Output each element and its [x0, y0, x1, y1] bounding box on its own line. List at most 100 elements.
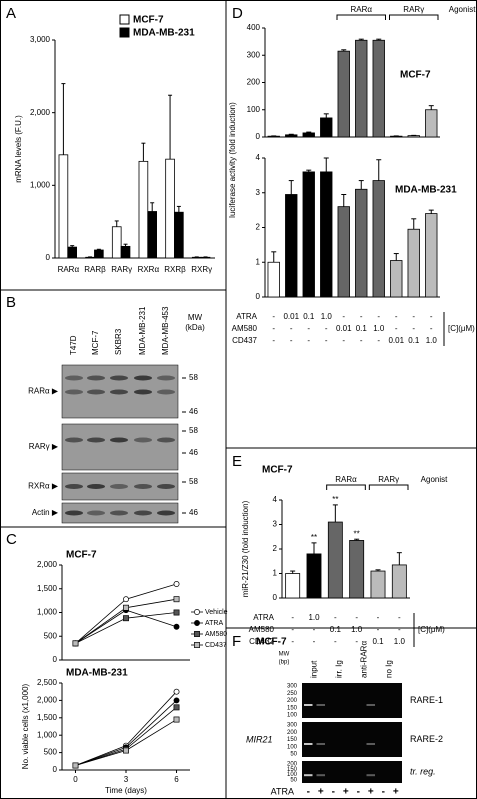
- band: [134, 484, 152, 489]
- treatment-value: 1.0: [426, 336, 438, 345]
- bracket: [326, 484, 366, 490]
- bar: [267, 261, 280, 298]
- band: [134, 389, 152, 395]
- treatment-unit: [C](μM): [448, 324, 475, 333]
- bar: [147, 211, 158, 259]
- bar: [370, 570, 386, 599]
- y-tick-label: 300: [247, 50, 261, 59]
- band: [87, 484, 105, 489]
- bar: [285, 194, 298, 298]
- significance: **: [311, 533, 317, 542]
- y-tick-label: 2,000: [30, 108, 51, 117]
- marker: [173, 716, 180, 723]
- mw-marker: 150: [287, 767, 298, 773]
- bar: [425, 213, 438, 298]
- treatment-value: -: [360, 312, 363, 321]
- treatment-value: -: [291, 613, 294, 622]
- bar: [320, 171, 333, 298]
- y-tick-label: 2: [256, 223, 261, 232]
- x-tick-label: RXRα: [138, 265, 160, 274]
- band: [110, 375, 128, 381]
- lane-label: T47D: [69, 335, 78, 355]
- panel-label: A: [6, 5, 16, 22]
- treatment-value: -: [291, 637, 294, 646]
- lane-label: MDA-MB-453: [161, 306, 170, 355]
- mw-marker: 300: [287, 684, 298, 690]
- y-tick-label: 0: [256, 292, 261, 301]
- treatment-value: -: [290, 324, 293, 333]
- band: [110, 389, 128, 395]
- treatment-value: -: [395, 324, 398, 333]
- marker: [173, 609, 180, 616]
- mw-marker: 58: [189, 373, 198, 382]
- treatment-value: -: [334, 637, 337, 646]
- treatment-value: -: [377, 336, 380, 345]
- y-axis-label: luciferase activity (fold induction): [228, 102, 237, 218]
- bar: [337, 50, 350, 138]
- treatment-value: 0.1: [330, 625, 342, 634]
- band: [110, 510, 128, 516]
- y-tick-label: 100: [247, 105, 261, 114]
- lane-label: input: [310, 660, 319, 678]
- x-tick-label: RXRβ: [164, 265, 186, 274]
- treatment-value: 0.01: [336, 324, 352, 333]
- marker: [72, 762, 79, 769]
- treatment-value: -: [342, 336, 345, 345]
- band: [65, 389, 83, 395]
- treatment-name: CD437: [232, 336, 257, 345]
- mw-marker: 50: [290, 752, 297, 758]
- annotation: Agonist: [421, 475, 448, 484]
- panel-label: E: [232, 453, 242, 470]
- treatment-value: 1.0: [351, 625, 363, 634]
- lane-label: no Ig: [385, 660, 394, 678]
- legend-label: CD437: [205, 642, 227, 649]
- bracket: [336, 14, 386, 20]
- mw-marker: 100: [287, 713, 298, 719]
- band: [134, 510, 152, 516]
- marker: [123, 596, 129, 603]
- y-axis-label: miR-21/Z30 (fold induction): [241, 500, 250, 597]
- legend-marker: [194, 609, 200, 615]
- treatment-value: -: [430, 324, 433, 333]
- bracket: [368, 484, 409, 490]
- y-tick-label: 1,000: [37, 608, 58, 617]
- gel-strip: [302, 722, 402, 757]
- band: [110, 484, 128, 489]
- annotation: RARγ: [378, 475, 399, 484]
- treatment-name: AM580: [232, 324, 258, 333]
- y-tick-label: 0: [273, 593, 278, 602]
- treatment-value: +: [393, 787, 399, 798]
- treatment-value: 1.0: [373, 324, 385, 333]
- bar: [327, 521, 343, 599]
- bar: [165, 158, 175, 259]
- annotation: RARα: [335, 475, 357, 484]
- panel-label: F: [232, 633, 241, 650]
- mw-marker: 100: [287, 772, 298, 778]
- marker: [123, 604, 129, 611]
- x-tick-label: RARβ: [84, 265, 106, 274]
- line: [75, 700, 177, 766]
- mw-marker: 46: [189, 407, 198, 416]
- treatment-value: 0.1: [303, 312, 315, 321]
- bar: [407, 228, 420, 298]
- mw-marker: 150: [287, 737, 298, 743]
- row-label: tr. reg.: [410, 766, 436, 776]
- mw-title: MW: [279, 652, 290, 658]
- band: [65, 437, 83, 443]
- treatment-value: -: [313, 637, 316, 646]
- gel-band: [316, 774, 325, 777]
- significance: **: [354, 529, 360, 538]
- treatment-unit: [C](μM): [418, 625, 445, 634]
- x-tick-label: 6: [174, 775, 179, 784]
- x-axis-label: Time (days): [105, 786, 147, 795]
- x-tick-label: RXRγ: [191, 265, 212, 274]
- y-tick-label: 2: [273, 544, 278, 553]
- treatment-name: CD437: [249, 637, 274, 646]
- y-tick-label: 4: [273, 495, 278, 504]
- bracket: [389, 14, 439, 20]
- legend-label: MCF-7: [133, 15, 164, 26]
- x-tick-label: RARα: [58, 265, 80, 274]
- gel-band: [316, 743, 325, 745]
- band: [157, 484, 175, 489]
- legend-marker: [194, 620, 200, 626]
